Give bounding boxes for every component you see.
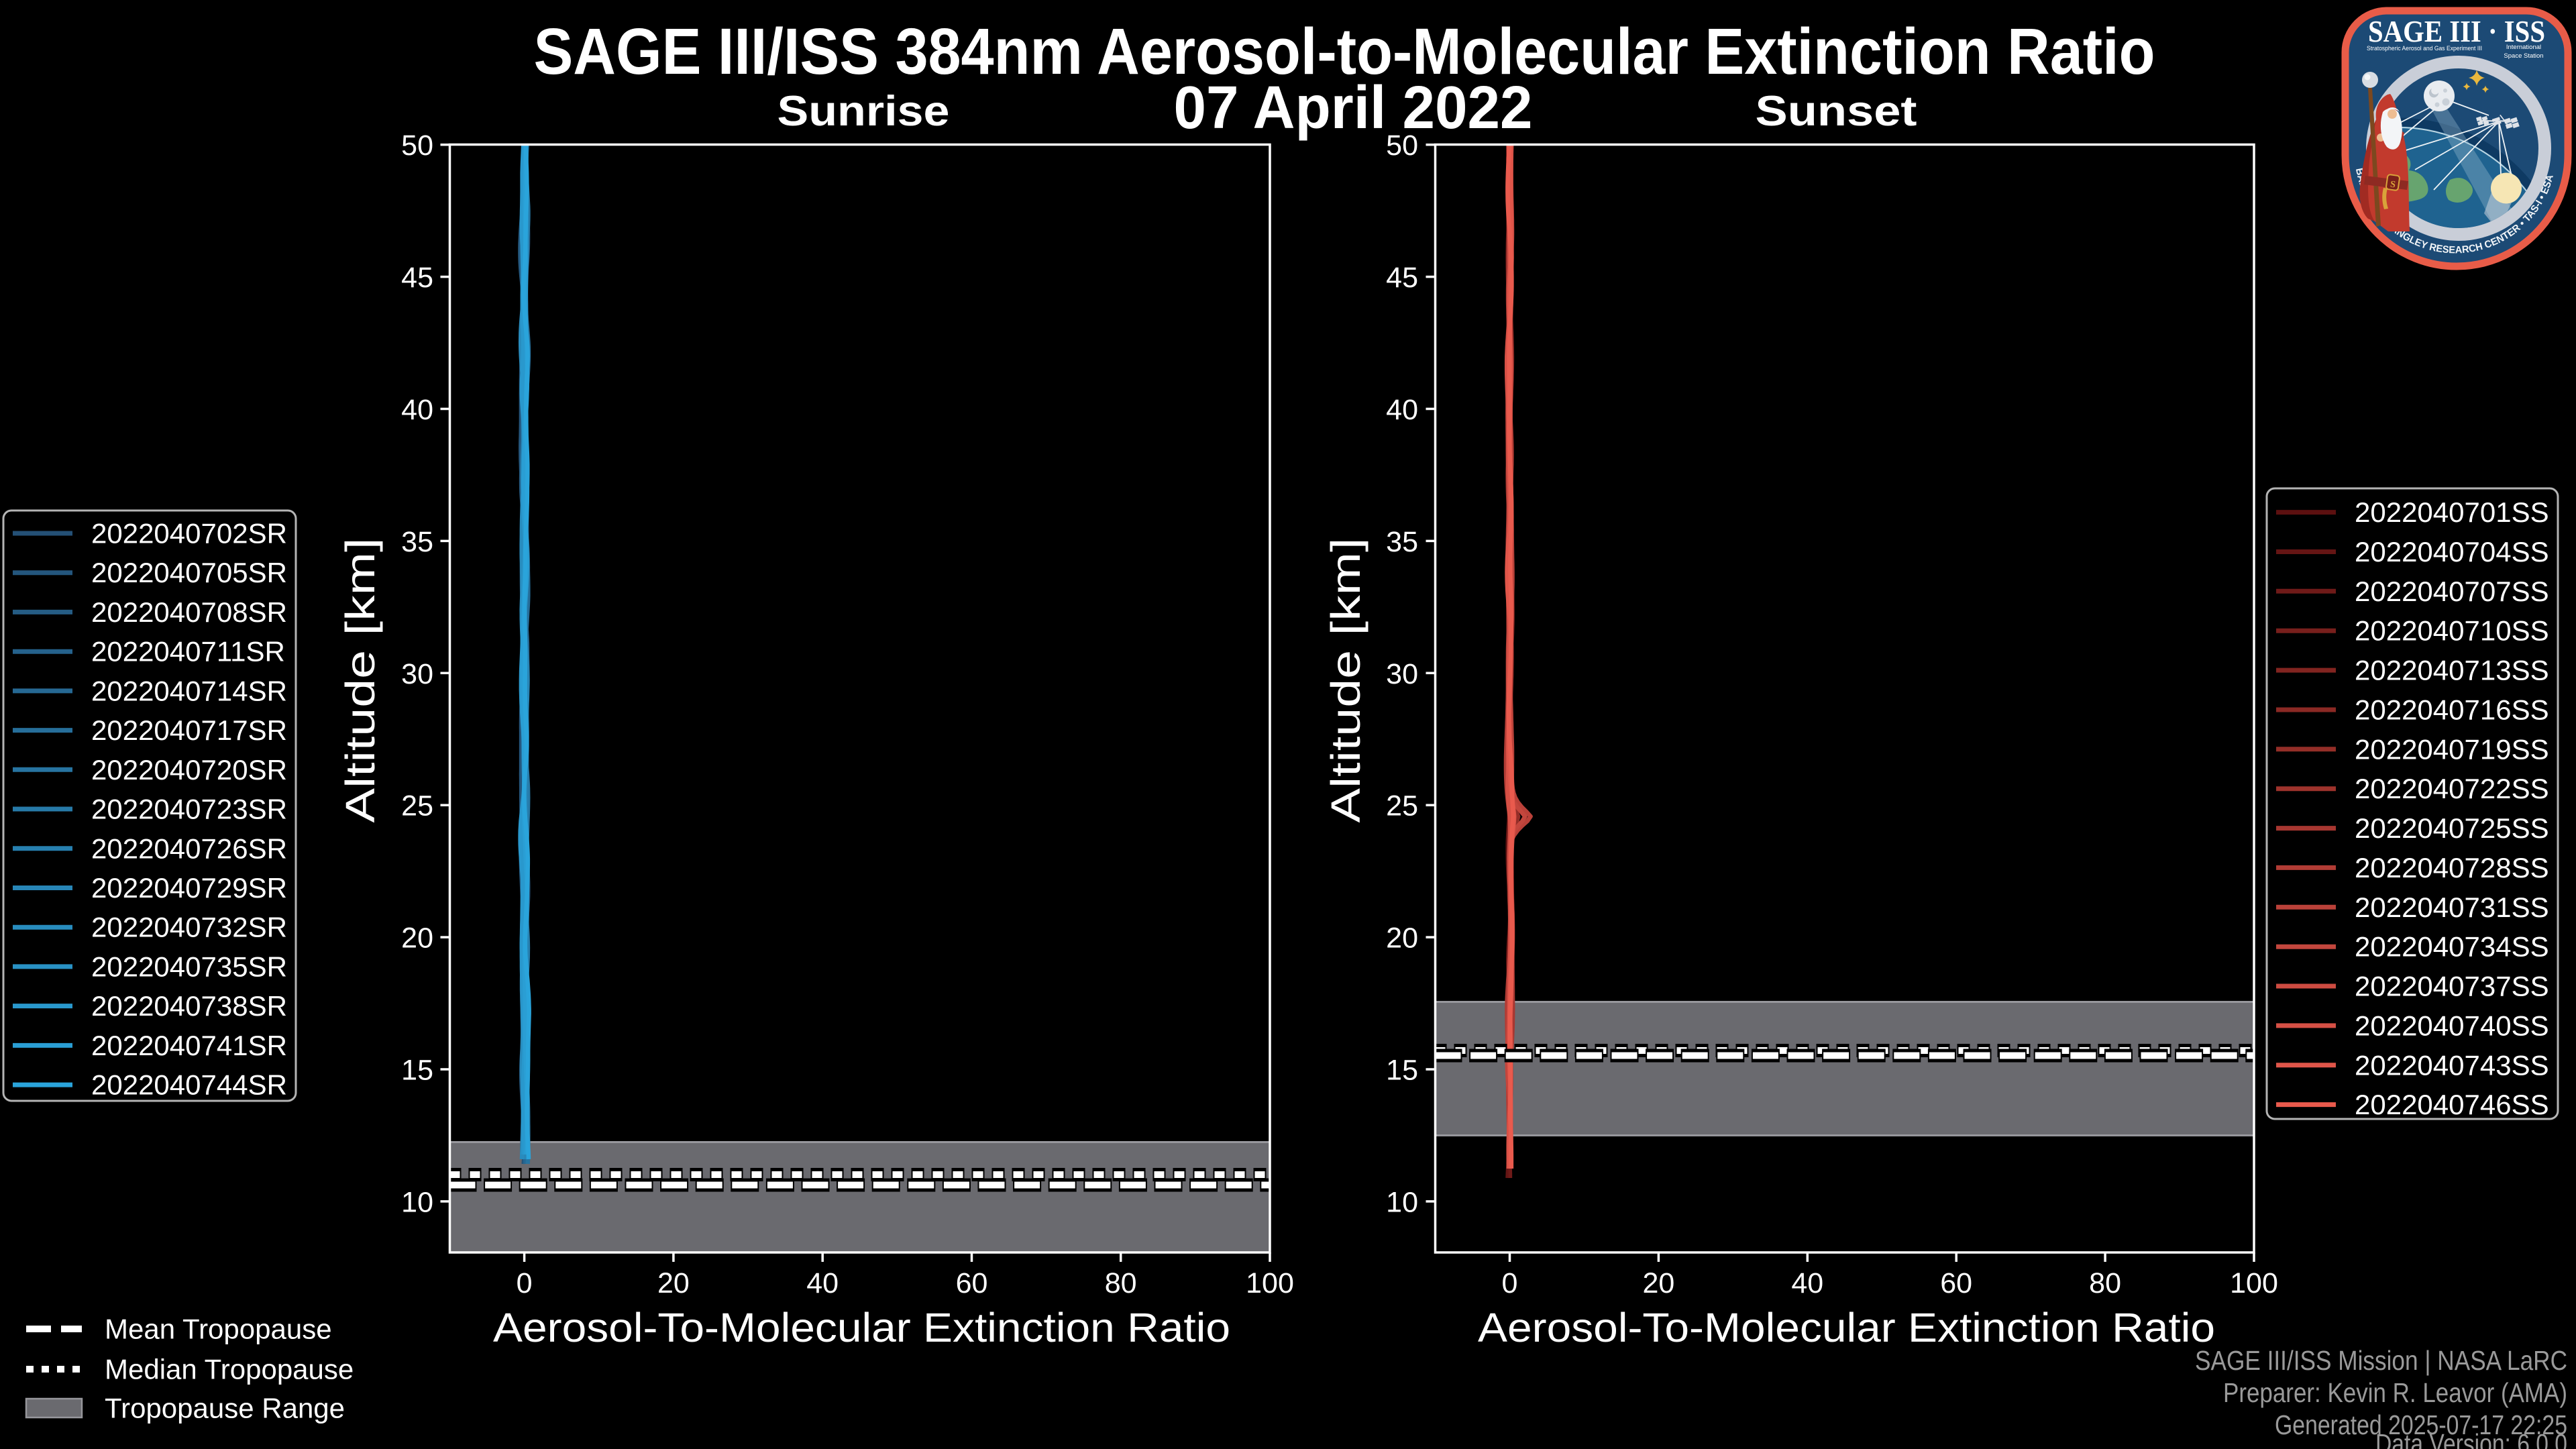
svg-text:Generated 2025-07-17 22:25: Generated 2025-07-17 22:25 [2275,1409,2567,1440]
svg-text:Stratospheric Aerosol and Gas: Stratospheric Aerosol and Gas Experiment… [2367,45,2482,52]
svg-text:50: 50 [401,129,433,162]
svg-text:07 April 2022: 07 April 2022 [1174,74,1533,142]
svg-text:Median Tropopause: Median Tropopause [105,1354,354,1385]
svg-text:2022040713SS: 2022040713SS [2355,655,2549,686]
svg-text:2022040714SR: 2022040714SR [91,675,287,706]
svg-text:Data Version: 6.0.0: Data Version: 6.0.0 [2375,1428,2567,1449]
svg-text:2022040701SS: 2022040701SS [2355,496,2549,528]
svg-text:2022040738SR: 2022040738SR [91,990,287,1022]
svg-text:Sunrise: Sunrise [777,88,950,135]
svg-text:2022040723SR: 2022040723SR [91,794,287,825]
svg-text:2022040735SR: 2022040735SR [91,951,287,982]
svg-text:40: 40 [1791,1267,1823,1299]
svg-text:2022040717SR: 2022040717SR [91,714,287,746]
svg-text:2022040711SR: 2022040711SR [91,636,285,667]
svg-text:20: 20 [1386,922,1418,955]
svg-text:20: 20 [401,922,433,955]
svg-text:Space Station: Space Station [2504,52,2543,60]
svg-text:20: 20 [1642,1267,1674,1299]
svg-text:100: 100 [2230,1267,2278,1299]
svg-text:2022040722SS: 2022040722SS [2355,773,2549,804]
svg-text:2022040741SR: 2022040741SR [91,1030,287,1061]
svg-text:100: 100 [1246,1267,1294,1299]
svg-text:Sunset: Sunset [1756,88,1917,135]
svg-text:40: 40 [1386,394,1418,426]
svg-text:2022040710SS: 2022040710SS [2355,615,2549,647]
svg-text:2022040708SR: 2022040708SR [91,596,287,628]
svg-text:45: 45 [401,262,433,294]
svg-text:2022040732SR: 2022040732SR [91,912,287,943]
svg-text:80: 80 [2089,1267,2121,1299]
svg-text:40: 40 [806,1267,839,1299]
svg-text:2022040719SS: 2022040719SS [2355,733,2549,765]
svg-text:2022040744SR: 2022040744SR [91,1069,287,1101]
svg-text:2022040731SS: 2022040731SS [2355,892,2549,923]
svg-text:30: 30 [401,658,433,690]
svg-text:Aerosol-To-Molecular Extinctio: Aerosol-To-Molecular Extinction Ratio [1478,1305,2215,1350]
svg-text:2022040729SR: 2022040729SR [91,872,287,904]
svg-text:80: 80 [1105,1267,1137,1299]
svg-text:10: 10 [401,1186,433,1218]
svg-text:60: 60 [956,1267,988,1299]
svg-text:0: 0 [1502,1267,1518,1299]
svg-text:Altitude [km]: Altitude [km] [337,538,383,823]
svg-text:2022040720SR: 2022040720SR [91,754,287,786]
svg-text:60: 60 [1940,1267,1972,1299]
svg-text:30: 30 [1386,658,1418,690]
svg-text:2022040728SS: 2022040728SS [2355,852,2549,883]
svg-text:2022040743SS: 2022040743SS [2355,1049,2549,1081]
svg-text:2022040705SR: 2022040705SR [91,557,287,588]
svg-text:SAGE III/ISS Mission | NASA La: SAGE III/ISS Mission | NASA LaRC [2195,1345,2567,1376]
svg-text:25: 25 [401,790,433,822]
svg-text:2022040740SS: 2022040740SS [2355,1010,2549,1041]
svg-text:2022040702SR: 2022040702SR [91,518,287,549]
svg-text:2022040707SS: 2022040707SS [2355,576,2549,607]
svg-text:Tropopause Range: Tropopause Range [105,1393,345,1424]
svg-text:20: 20 [657,1267,690,1299]
svg-text:SAGE III/ISS 384nm Aerosol-to-: SAGE III/ISS 384nm Aerosol-to-Molecular … [534,15,2155,88]
svg-text:35: 35 [401,526,433,558]
svg-text:Aerosol-To-Molecular Extinctio: Aerosol-To-Molecular Extinction Ratio [493,1305,1230,1350]
svg-text:SAGE III · ISS: SAGE III · ISS [2368,14,2545,48]
svg-text:2022040704SS: 2022040704SS [2355,536,2549,568]
svg-text:50: 50 [1386,129,1418,162]
svg-text:2022040725SS: 2022040725SS [2355,812,2549,844]
svg-text:0: 0 [517,1267,533,1299]
svg-text:2022040726SR: 2022040726SR [91,833,287,864]
svg-text:2022040734SS: 2022040734SS [2355,931,2549,963]
svg-text:15: 15 [1386,1055,1418,1087]
svg-text:Altitude [km]: Altitude [km] [1323,538,1368,823]
svg-text:2022040716SS: 2022040716SS [2355,694,2549,726]
svg-text:Preparer: Kevin R. Leavor (AMA: Preparer: Kevin R. Leavor (AMA) [2223,1377,2567,1408]
svg-text:10: 10 [1386,1186,1418,1218]
svg-text:Mean Tropopause: Mean Tropopause [105,1313,332,1345]
svg-text:45: 45 [1386,262,1418,294]
svg-text:2022040737SS: 2022040737SS [2355,971,2549,1002]
svg-text:15: 15 [401,1055,433,1087]
svg-text:S: S [2390,180,2396,191]
svg-text:International: International [2506,44,2541,51]
svg-text:2022040746SS: 2022040746SS [2355,1089,2549,1120]
svg-text:35: 35 [1386,526,1418,558]
svg-text:25: 25 [1386,790,1418,822]
svg-text:40: 40 [401,394,433,426]
